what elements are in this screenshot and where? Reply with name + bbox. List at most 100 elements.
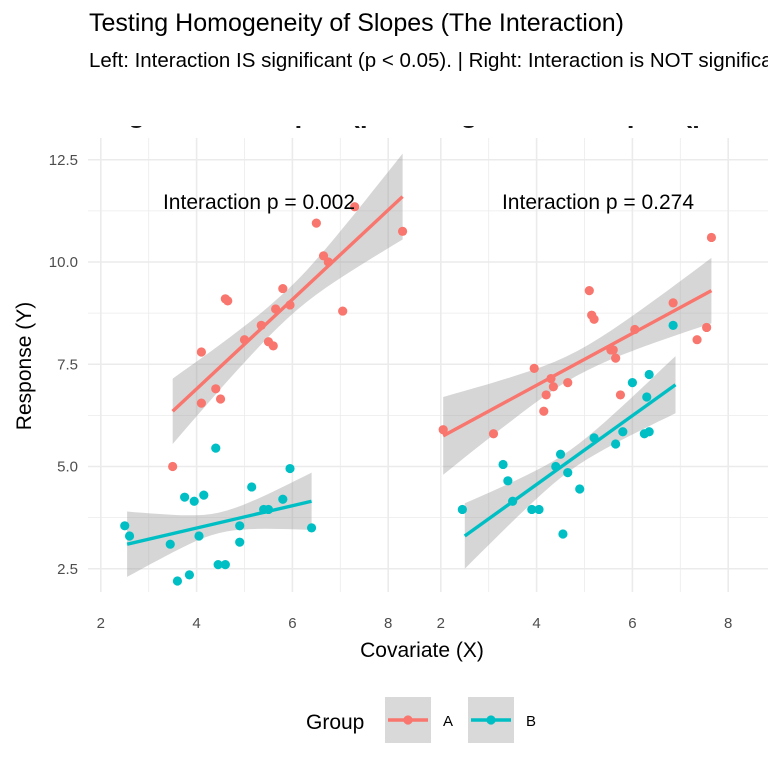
- confidence-band-b-right: [464, 356, 676, 569]
- x-tick-label: 2: [437, 615, 445, 632]
- data-point-b-left: [124, 531, 135, 541]
- x-tick-label: 8: [724, 615, 732, 632]
- annotation-right: Interaction p = 0.274: [502, 191, 694, 214]
- fit-line-a-left: [171, 195, 404, 413]
- data-point-a-right: [702, 322, 712, 333]
- panel-right-ribbons: [443, 257, 712, 569]
- legend-title: Group: [306, 711, 364, 734]
- data-point-b-left: [120, 521, 130, 531]
- legend-item-a: A: [385, 697, 453, 743]
- confidence-band-a-left: [172, 153, 403, 444]
- confidence-band-a-right: [443, 257, 712, 475]
- data-point-a-left: [278, 283, 288, 294]
- data-point-b-left: [172, 576, 183, 586]
- data-point-b-left: [220, 560, 230, 570]
- panel-right-fit-lines: [442, 289, 713, 538]
- data-point-a-left: [350, 202, 360, 212]
- x-tick-label: 6: [628, 615, 636, 632]
- data-point-a-right: [611, 353, 621, 363]
- data-point-a-right: [692, 335, 702, 345]
- y-axis-label: Response (Y): [13, 302, 36, 430]
- data-point-b-left: [213, 560, 223, 570]
- legend-key-point: [486, 715, 496, 725]
- chart-title: Testing Homogeneity of Slopes (The Inter…: [89, 9, 624, 37]
- data-point-a-right: [706, 232, 717, 243]
- data-point-a-left: [397, 226, 408, 236]
- data-point-b-right: [534, 504, 544, 515]
- data-point-a-right: [529, 363, 539, 373]
- data-point-a-left: [215, 394, 226, 404]
- data-point-a-left: [223, 296, 233, 306]
- panel-left-fit-lines: [126, 195, 404, 546]
- data-point-b-right: [627, 378, 638, 388]
- y-tick-label: 7.5: [57, 356, 78, 373]
- data-point-b-left: [235, 537, 245, 547]
- data-point-a-left: [338, 306, 348, 316]
- panel-left-gridlines: [88, 138, 425, 592]
- data-point-b-right: [498, 459, 508, 470]
- data-point-a-right: [541, 390, 551, 400]
- data-point-a-right: [668, 298, 678, 308]
- data-point-a-left: [196, 398, 206, 408]
- data-point-b-right: [503, 476, 513, 486]
- data-point-b-left: [306, 523, 317, 533]
- data-point-a-left: [168, 461, 178, 472]
- panel-right: Homogeneous Slopes (p > 0.05) Interactio…: [381, 97, 768, 592]
- data-point-a-right: [548, 382, 558, 392]
- confidence-band-b-left: [127, 472, 312, 577]
- data-point-b-right: [642, 392, 652, 402]
- y-tick-label: 12.5: [49, 152, 78, 169]
- data-point-b-left: [194, 531, 204, 541]
- panel-right-gridlines: [425, 138, 768, 592]
- data-point-b-right: [527, 504, 537, 515]
- data-point-a-left: [268, 341, 278, 351]
- data-point-b-right: [644, 369, 654, 380]
- annotation-left: Interaction p = 0.002: [163, 191, 355, 214]
- data-point-b-left: [184, 570, 195, 580]
- data-point-a-right: [615, 390, 626, 400]
- data-point-a-right: [438, 425, 448, 435]
- data-point-a-right: [584, 286, 594, 296]
- chart-subtitle: Left: Interaction IS significant (p < 0.…: [89, 49, 768, 72]
- data-point-b-left: [189, 496, 199, 506]
- panel-left: Heterogeneous Slopes (p < 0.05) Interact…: [88, 126, 425, 592]
- data-point-a-right: [563, 378, 573, 388]
- data-point-b-right: [618, 427, 628, 437]
- data-point-b-right: [457, 504, 467, 515]
- data-point-b-left: [285, 463, 295, 474]
- data-point-a-left: [311, 218, 321, 228]
- panel-left-ribbons: [127, 153, 403, 577]
- data-point-b-left: [199, 490, 209, 500]
- data-point-b-right: [611, 439, 621, 449]
- x-tick-label: 4: [192, 615, 200, 632]
- x-axis-tick-labels: 2 4 6 8 2 4 6 8: [97, 615, 733, 632]
- data-point-b-left: [165, 539, 175, 549]
- data-point-a-right: [488, 429, 499, 439]
- panel-right-points: [438, 232, 717, 539]
- legend-item-b: B: [468, 697, 536, 743]
- data-point-a-right: [589, 314, 599, 324]
- x-tick-label: 2: [97, 615, 105, 632]
- legend: Group A B: [306, 697, 536, 743]
- y-tick-label: 10.0: [49, 254, 78, 271]
- fit-line-a-right: [442, 289, 713, 438]
- y-axis-tick-labels: 2.5 5.0 7.5 10.0 12.5: [49, 152, 78, 578]
- x-tick-label: 6: [288, 615, 296, 632]
- strip-title-right: Homogeneous Slopes (p > 0.05): [381, 97, 768, 128]
- legend-key-point: [403, 715, 413, 725]
- fit-line-b-left: [126, 499, 312, 546]
- data-point-b-left: [180, 492, 190, 502]
- data-point-b-right: [668, 320, 678, 330]
- data-point-b-left: [278, 494, 288, 504]
- data-point-b-left: [211, 443, 221, 453]
- data-point-b-right: [563, 468, 573, 478]
- data-point-b-right: [555, 449, 566, 459]
- data-point-a-left: [196, 347, 206, 357]
- y-tick-label: 5.0: [57, 459, 78, 476]
- legend-label: B: [526, 713, 536, 730]
- x-axis-label: Covariate (X): [360, 639, 484, 662]
- y-tick-label: 2.5: [57, 561, 78, 578]
- legend-label: A: [443, 713, 453, 730]
- data-point-a-right: [608, 345, 618, 355]
- data-point-b-left: [235, 521, 245, 531]
